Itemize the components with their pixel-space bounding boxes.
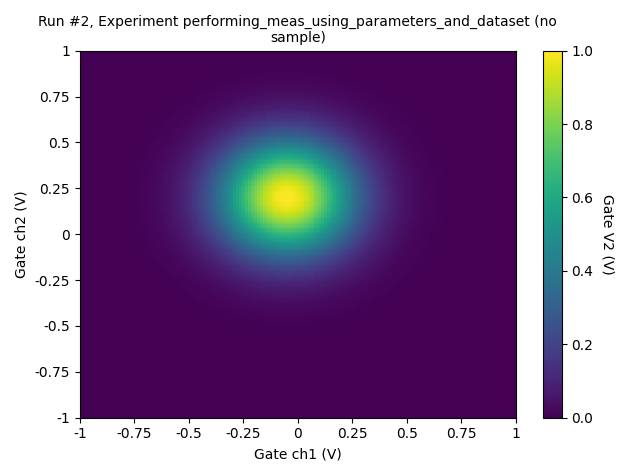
Title: Run #2, Experiment performing_meas_using_parameters_and_dataset (no
sample): Run #2, Experiment performing_meas_using… [38, 15, 557, 45]
Y-axis label: Gate ch2 (V): Gate ch2 (V) [15, 190, 29, 278]
X-axis label: Gate ch1 (V): Gate ch1 (V) [254, 447, 342, 461]
Y-axis label: Gate V2 (V): Gate V2 (V) [600, 194, 614, 275]
